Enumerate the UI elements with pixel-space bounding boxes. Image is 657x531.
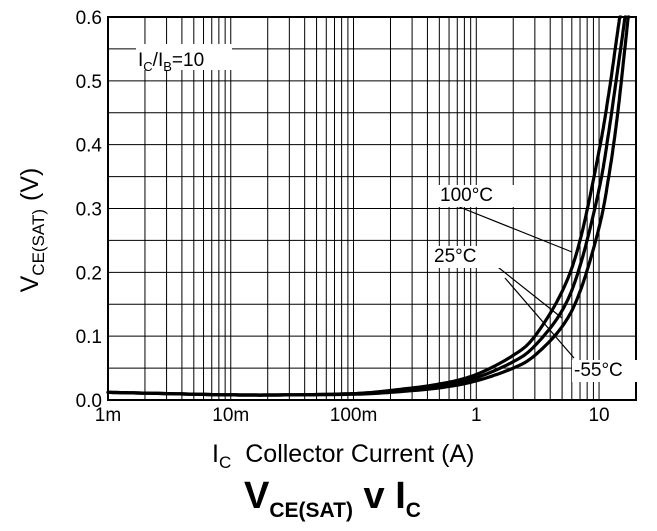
series-label: 100°C	[440, 185, 493, 206]
y-tick-label: 0.6	[76, 8, 102, 29]
chart-title: VCE(SAT) v IC	[244, 475, 421, 522]
x-tick-label: 1m	[95, 405, 121, 426]
grid-lines	[108, 17, 636, 400]
x-tick-label: 100m	[330, 405, 378, 426]
series-label: 25°C	[434, 246, 476, 267]
curves	[106, 15, 631, 397]
y-tick-label: 0.2	[76, 263, 102, 284]
x-tick-label: 10	[588, 405, 609, 426]
condition-label: IC/IB=10	[138, 50, 204, 74]
series-leader-line	[451, 203, 573, 253]
series-line	[106, 15, 628, 397]
y-tick-label: 0.4	[76, 136, 103, 157]
series-leader-line	[493, 263, 563, 319]
x-tick-label: 10m	[212, 405, 249, 426]
series-labels: 100°C 25°C -55°C	[430, 185, 640, 382]
series-label-bg	[430, 246, 500, 268]
series-leader-line	[504, 277, 575, 359]
y-tick-label: 0.5	[76, 72, 102, 93]
tick-labels: 1m 10m 100m 1 10 0.0 0.1 0.2 0.3 0.4 0.5 0.6	[76, 8, 610, 426]
y-tick-label: 0.3	[76, 200, 102, 221]
series-line	[106, 15, 631, 397]
condition-box	[136, 44, 232, 70]
x-axis-title: IC Collector Current (A)	[212, 440, 474, 472]
plot-frame	[107, 16, 637, 401]
series-label-bg	[436, 185, 522, 207]
y-tick-label: 0.1	[76, 327, 102, 348]
series-label: -55°C	[574, 360, 623, 381]
y-axis-title: VCE(SAT)(V)	[16, 168, 48, 293]
x-tick-label: 1	[471, 405, 482, 426]
series-label-bg	[572, 360, 640, 382]
series-line	[106, 15, 623, 397]
y-tick-label: 0.0	[76, 391, 102, 412]
